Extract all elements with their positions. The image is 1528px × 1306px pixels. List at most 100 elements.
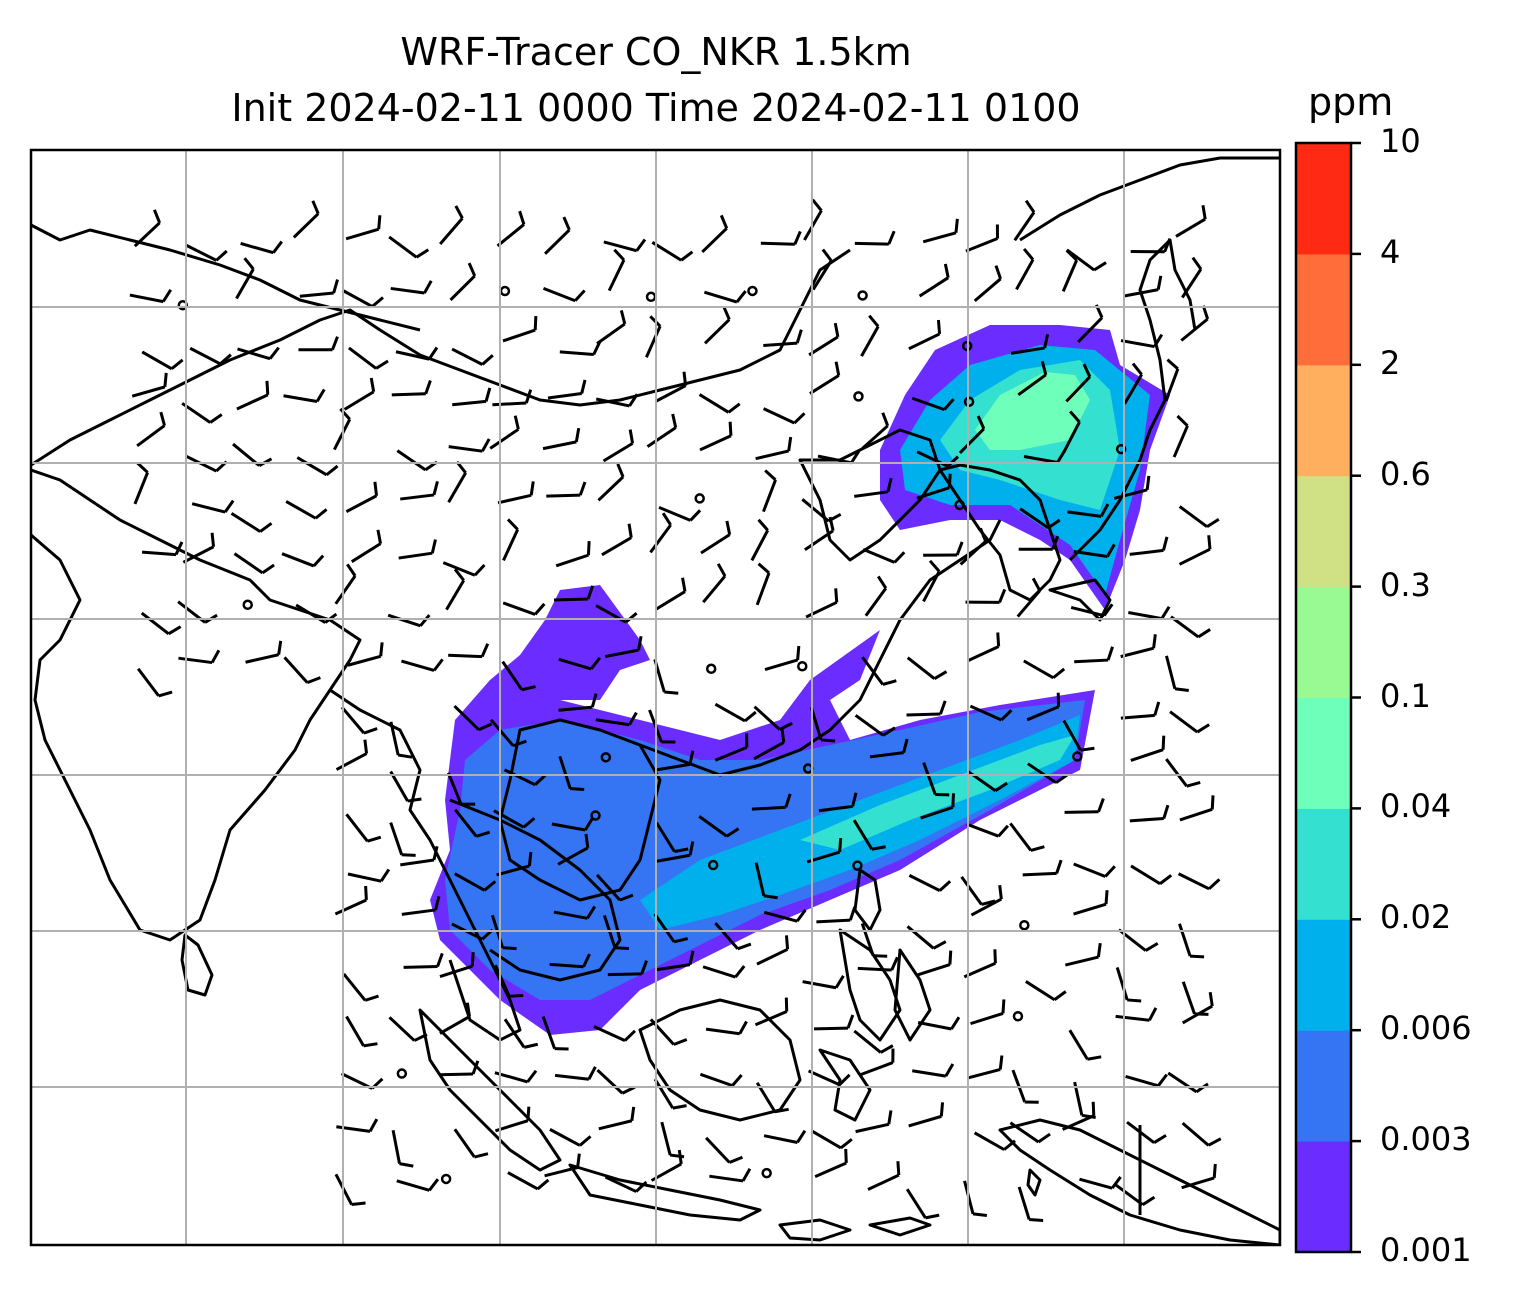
wind-barb xyxy=(595,711,638,727)
wind-barb xyxy=(1130,238,1172,254)
wind-barb xyxy=(967,1055,1004,1080)
wind-barb xyxy=(905,1188,940,1220)
wind-barb xyxy=(1123,362,1143,405)
wind-barb xyxy=(911,1063,955,1078)
wind-barb xyxy=(1128,605,1171,621)
wind-barb xyxy=(817,450,861,465)
wind-barb xyxy=(1125,1073,1168,1088)
wind-barb xyxy=(973,265,1003,303)
colorbar-tick-label: 4 xyxy=(1380,232,1401,271)
wind-barb xyxy=(656,750,695,772)
wind-barb xyxy=(1025,980,1067,1002)
wind-barb xyxy=(709,1168,752,1183)
wind-barb xyxy=(908,319,942,351)
wind-barb xyxy=(1068,1029,1102,1061)
wind-barb xyxy=(1169,710,1210,734)
wind-barb xyxy=(860,1048,895,1076)
wind-barb xyxy=(182,532,216,564)
wind-barb xyxy=(1017,1186,1044,1222)
wind-barb xyxy=(347,868,391,883)
wind-barb xyxy=(400,846,439,867)
wind-barb xyxy=(296,456,339,477)
wind-barb xyxy=(853,1029,894,1054)
wind-barb xyxy=(400,480,439,501)
wind-barb xyxy=(1178,535,1212,566)
wind-barb xyxy=(342,973,379,1002)
colorbar-tick-label: 0.3 xyxy=(1380,565,1431,604)
wind-barb xyxy=(452,387,492,407)
wind-barb xyxy=(542,427,581,451)
wind-barb xyxy=(496,210,526,248)
wind-barb xyxy=(1062,410,1081,453)
wind-barb xyxy=(922,762,950,797)
wind-barb xyxy=(298,336,339,352)
wind-barb xyxy=(448,643,490,659)
wind-barb xyxy=(1074,646,1114,664)
wind-barb xyxy=(1062,1101,1096,1131)
wind-barb xyxy=(503,1018,539,1049)
wind-barb xyxy=(1027,762,1069,784)
wind-barb xyxy=(489,718,527,748)
wind-barb xyxy=(285,500,328,520)
wind-barb xyxy=(494,964,524,998)
plume-southeast-high xyxy=(800,735,1075,850)
wind-barb xyxy=(390,280,433,295)
wind-barb xyxy=(549,953,591,969)
wind-barb xyxy=(754,997,789,1027)
wind-barb xyxy=(761,1167,772,1179)
map-frame xyxy=(29,148,1282,1247)
wind-barb xyxy=(1070,603,1114,618)
wind-barb xyxy=(763,329,803,347)
colorbar-tick-label: 2 xyxy=(1380,343,1401,382)
wind-barb xyxy=(714,922,752,951)
wind-barb xyxy=(398,539,437,560)
wind-barb xyxy=(694,493,705,504)
wind-barb xyxy=(502,518,520,561)
wind-barb xyxy=(1181,991,1214,1025)
wind-barb xyxy=(396,1068,408,1079)
wind-barb xyxy=(702,563,727,604)
wind-barb xyxy=(129,288,172,304)
wind-barb xyxy=(554,1066,597,1081)
wind-barb xyxy=(553,905,597,920)
colorbar-bin xyxy=(1296,143,1351,255)
wind-barb xyxy=(544,216,571,255)
wind-barb xyxy=(1130,864,1173,886)
wind-barb xyxy=(920,793,955,820)
wind-barb xyxy=(1079,1176,1122,1190)
wind-barb xyxy=(963,396,975,407)
wind-barb xyxy=(973,1131,1016,1151)
colorbar-bin xyxy=(1296,808,1351,920)
wind-barb xyxy=(655,577,687,611)
wind-barb xyxy=(763,909,807,923)
wind-barb xyxy=(656,841,695,863)
wind-barb xyxy=(658,506,702,522)
wind-barb xyxy=(283,656,321,684)
wind-barb xyxy=(922,218,959,244)
wind-barb xyxy=(857,956,899,972)
wind-barb xyxy=(292,200,320,239)
wind-barb xyxy=(707,859,719,871)
wind-barb xyxy=(1113,475,1151,500)
wind-barb xyxy=(549,1128,592,1147)
wind-barb xyxy=(557,833,590,866)
wind-barb xyxy=(1129,804,1170,823)
colorbar-unit-label: ppm xyxy=(1308,80,1394,124)
wind-barb xyxy=(1073,862,1116,878)
wind-barb xyxy=(917,1016,961,1031)
wind-barb xyxy=(651,241,694,262)
wind-barb xyxy=(705,1020,748,1036)
wind-barb xyxy=(389,822,416,857)
wind-barb xyxy=(1181,1163,1217,1190)
wind-barb xyxy=(604,1175,648,1193)
wind-barb xyxy=(497,481,535,505)
wind-barb xyxy=(395,346,439,361)
wind-barb xyxy=(1179,795,1215,822)
wind-barb xyxy=(558,755,585,791)
wind-barb xyxy=(1019,507,1061,530)
wind-barb xyxy=(233,552,275,575)
chart-title-line-1: WRF-Tracer CO_NKR 1.5km xyxy=(400,30,912,74)
wind-barb xyxy=(756,935,790,966)
wind-barb xyxy=(699,421,733,452)
wind-barb xyxy=(698,393,741,414)
